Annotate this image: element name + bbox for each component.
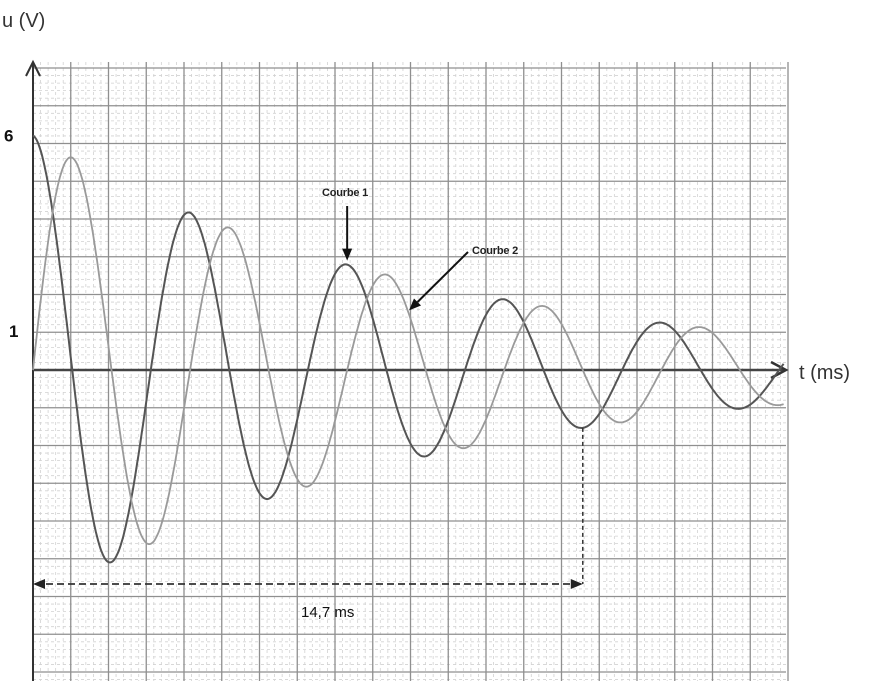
minor-grid: [33, 62, 786, 681]
annotation-arrowhead-2: [409, 298, 422, 311]
measurement-label: 14,7 ms: [301, 604, 354, 621]
y-axis-arrow: [25, 59, 41, 77]
y-axis-title: u (V): [2, 10, 45, 32]
measurement-arrow-left: [33, 579, 45, 589]
curves: [32, 134, 785, 564]
axes: [25, 59, 789, 681]
annotation-courbe-1: Courbe 1: [322, 187, 368, 199]
annotation-arrowhead-1: [342, 248, 353, 261]
annotation-courbe-2: Courbe 2: [472, 245, 518, 257]
y-tick-label-6: 6: [4, 126, 13, 145]
measurement-arrow-right: [570, 579, 583, 589]
series-line-courbe-2: [32, 156, 784, 545]
y-tick-label-1: 1: [9, 322, 18, 341]
annotation-arrows: [342, 206, 469, 311]
major-grid: [33, 62, 789, 681]
annotation-arrow-2: [416, 251, 469, 303]
series-line-courbe-1: [32, 134, 785, 564]
x-axis-title: t (ms): [799, 362, 850, 384]
measurement: [33, 427, 584, 589]
